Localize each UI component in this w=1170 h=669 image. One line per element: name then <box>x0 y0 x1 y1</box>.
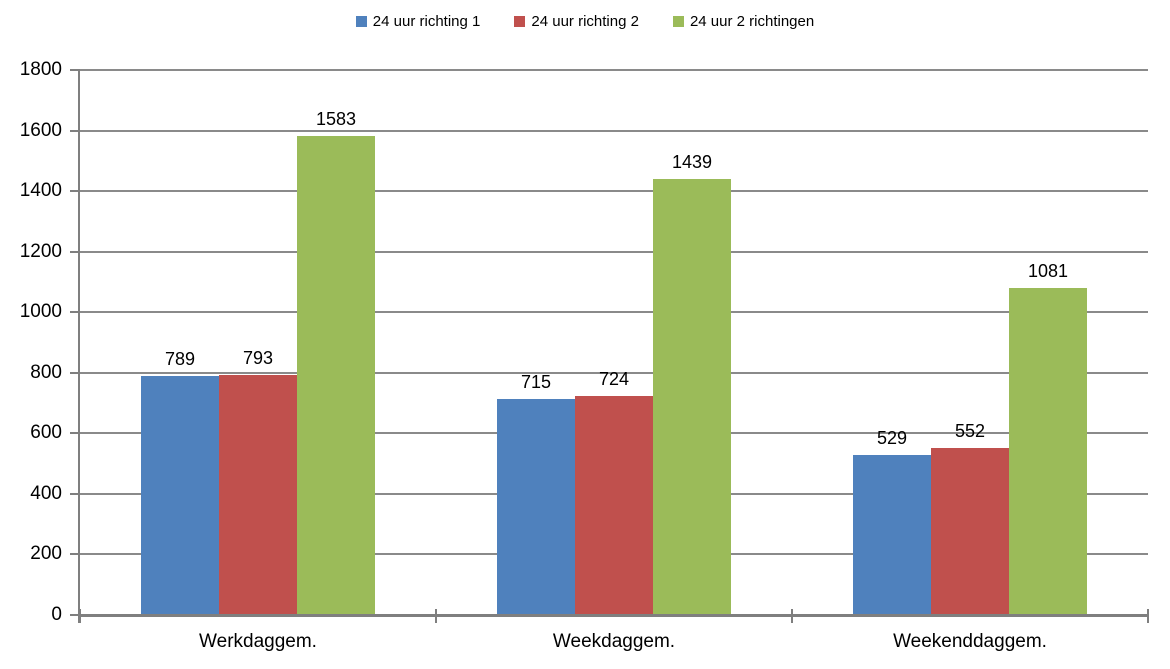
y-axis-tick-label: 1600 <box>19 119 62 141</box>
legend: 24 uur richting 1 24 uur richting 2 24 uur… <box>0 13 1170 30</box>
x-axis-label: Weekdaggem. <box>552 631 676 652</box>
legend-swatch-icon <box>355 16 367 27</box>
bar-value-label: 724 <box>598 368 630 389</box>
legend-label: 24 uur 2 richtingen <box>689 13 815 30</box>
y-axis-tick-label: 1400 <box>19 180 62 202</box>
x-axis-label: Weekenddaggem. <box>893 631 1047 652</box>
bar-value-label: 1583 <box>315 108 357 129</box>
legend-item: 24 uur richting 1 <box>355 13 481 30</box>
y-axis-tick <box>70 129 80 132</box>
bar-value-label: 552 <box>954 420 986 441</box>
bar-value-label: 789 <box>164 349 196 370</box>
bar <box>219 374 297 615</box>
y-axis-tick <box>70 311 80 314</box>
y-axis-tick-label: 1000 <box>19 301 62 323</box>
legend-label: 24 uur richting 2 <box>531 13 639 30</box>
legend-swatch-icon <box>672 16 684 27</box>
y-axis-tick-label: 0 <box>51 604 62 625</box>
legend-swatch-icon <box>514 16 526 27</box>
legend-label: 24 uur richting 1 <box>372 13 481 30</box>
bar-value-label: 1439 <box>671 152 713 173</box>
y-axis-tick-label: 600 <box>30 422 62 444</box>
y-axis-tick <box>70 432 80 435</box>
y-axis-tick <box>70 250 80 253</box>
y-axis-tick <box>70 371 80 374</box>
y-axis-tick <box>70 553 80 556</box>
bar <box>853 454 931 615</box>
bar-value-label: 529 <box>876 427 908 448</box>
bar <box>931 447 1009 615</box>
x-axis-label: Werkdaggem. <box>199 631 317 652</box>
gridline <box>80 311 1148 314</box>
bar <box>653 179 731 615</box>
gridline <box>80 69 1148 71</box>
y-axis-tick <box>70 190 80 193</box>
gridline <box>80 371 1148 374</box>
bar <box>297 135 375 615</box>
bar-value-label: 715 <box>520 371 552 392</box>
gridline <box>80 129 1148 132</box>
x-axis-line <box>80 614 1148 617</box>
y-axis-tick-label: 800 <box>30 361 62 383</box>
gridline <box>80 190 1148 193</box>
bar-value-label: 793 <box>242 347 274 368</box>
legend-item: 24 uur 2 richtingen <box>672 13 815 30</box>
y-axis-tick-label: 1200 <box>19 240 62 262</box>
y-axis-tick-label: 1800 <box>19 59 62 80</box>
y-axis-tick-label: 400 <box>30 482 62 504</box>
y-axis-tick-label: 200 <box>30 543 62 565</box>
bar <box>141 376 219 615</box>
bar <box>575 395 653 615</box>
gridline <box>80 250 1148 253</box>
x-axis-tick <box>1147 609 1149 623</box>
legend-item: 24 uur richting 2 <box>514 13 639 30</box>
y-axis-tick <box>70 492 80 495</box>
bar-value-label: 1081 <box>1027 260 1069 281</box>
y-axis-tick <box>70 69 80 71</box>
y-axis-line <box>78 70 80 623</box>
y-axis-tick <box>70 614 80 616</box>
bar <box>497 398 575 615</box>
bar <box>1009 287 1087 615</box>
